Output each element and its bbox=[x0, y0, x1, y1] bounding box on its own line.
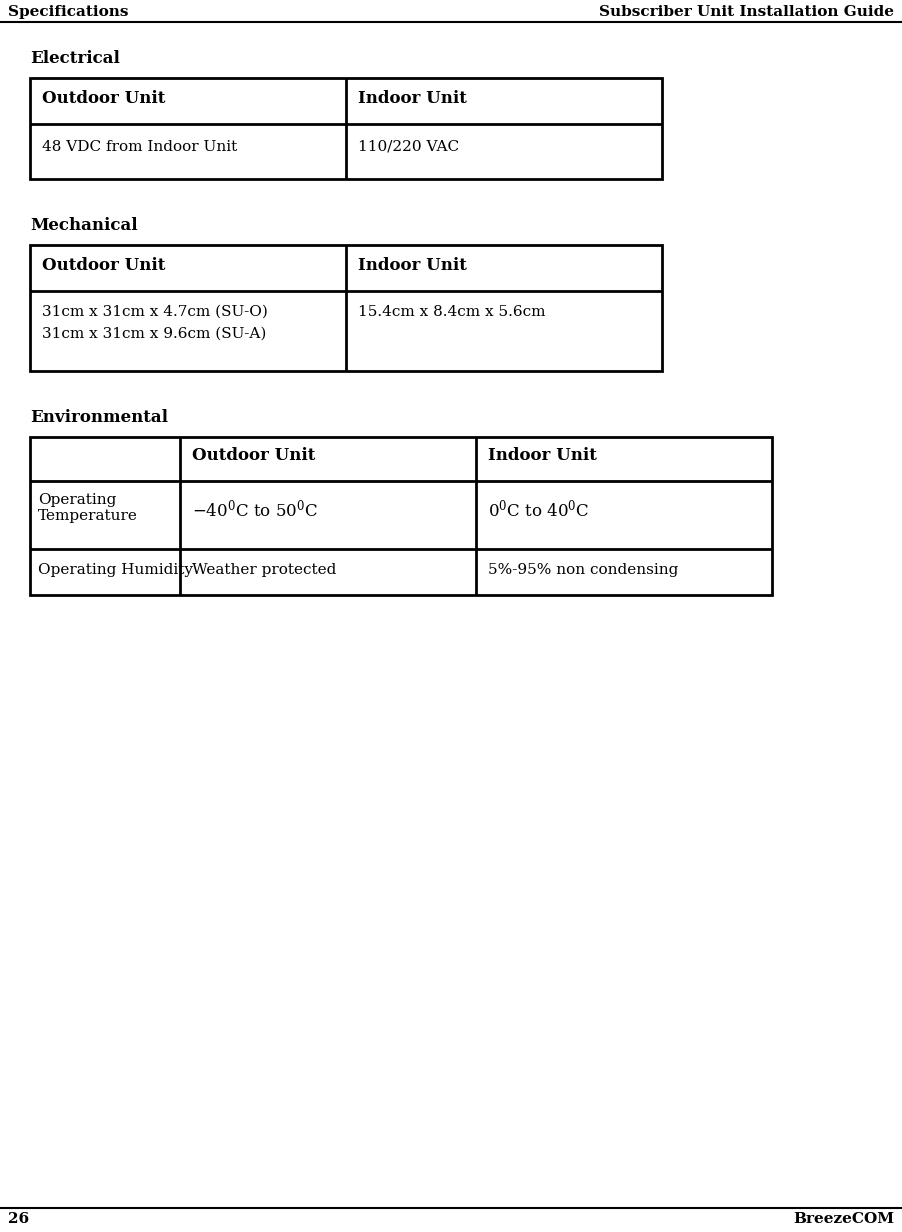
Text: $\mathregular{-40^0C}$ to $\mathregular{50^0C}$: $\mathregular{-40^0C}$ to $\mathregular{… bbox=[192, 499, 318, 521]
Text: Operating
Temperature: Operating Temperature bbox=[38, 493, 138, 524]
Text: Indoor Unit: Indoor Unit bbox=[358, 90, 467, 107]
Text: 26: 26 bbox=[8, 1212, 29, 1226]
Bar bbox=[30, 78, 662, 179]
Text: Outdoor Unit: Outdoor Unit bbox=[42, 90, 165, 107]
Text: Outdoor Unit: Outdoor Unit bbox=[42, 257, 165, 274]
Text: Indoor Unit: Indoor Unit bbox=[358, 257, 467, 274]
Text: $\mathregular{0^0C}$ to $\mathregular{40^0C}$: $\mathregular{0^0C}$ to $\mathregular{40… bbox=[488, 499, 589, 521]
Text: 31cm x 31cm x 9.6cm (SU-A): 31cm x 31cm x 9.6cm (SU-A) bbox=[42, 326, 266, 341]
Text: Specifications: Specifications bbox=[8, 5, 128, 18]
Text: Outdoor Unit: Outdoor Unit bbox=[192, 447, 316, 464]
Text: 15.4cm x 8.4cm x 5.6cm: 15.4cm x 8.4cm x 5.6cm bbox=[358, 306, 546, 319]
Bar bbox=[30, 245, 662, 371]
Text: Electrical: Electrical bbox=[30, 51, 120, 67]
Text: 31cm x 31cm x 4.7cm (SU-O): 31cm x 31cm x 4.7cm (SU-O) bbox=[42, 306, 268, 319]
Text: Mechanical: Mechanical bbox=[30, 217, 138, 234]
Text: Operating Humidity: Operating Humidity bbox=[38, 563, 193, 577]
Bar bbox=[30, 437, 772, 595]
Text: Subscriber Unit Installation Guide: Subscriber Unit Installation Guide bbox=[599, 5, 894, 18]
Text: 5%-95% non condensing: 5%-95% non condensing bbox=[488, 563, 678, 577]
Text: Environmental: Environmental bbox=[30, 409, 168, 426]
Text: 48 VDC from Indoor Unit: 48 VDC from Indoor Unit bbox=[42, 140, 237, 154]
Text: Indoor Unit: Indoor Unit bbox=[488, 447, 597, 464]
Text: 110/220 VAC: 110/220 VAC bbox=[358, 140, 459, 154]
Text: Weather protected: Weather protected bbox=[192, 563, 336, 577]
Text: BreezeCOM: BreezeCOM bbox=[793, 1212, 894, 1226]
